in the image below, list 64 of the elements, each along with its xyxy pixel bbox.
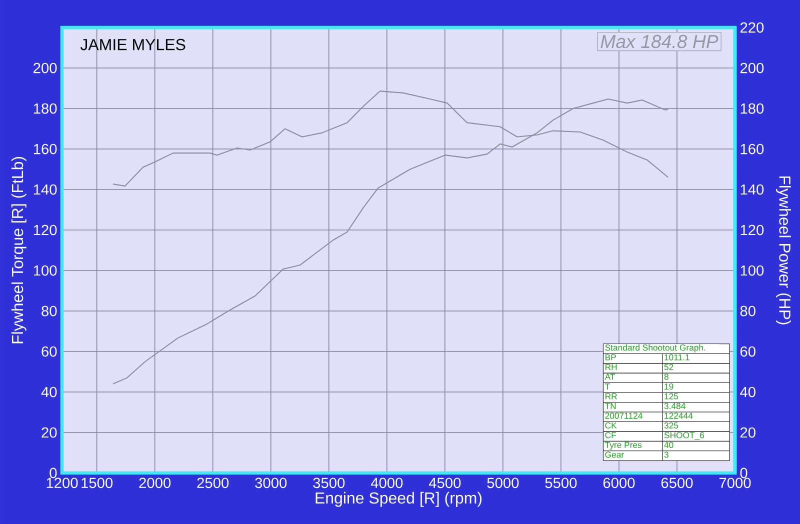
x-axis-title: Engine Speed [R] (rpm) [316,492,482,507]
y-tick-label: 20 [42,427,57,438]
x-tick-label: 4500 [428,478,461,488]
y2-tick-label: 20 [740,427,756,438]
annotation: Standard Shootout Graph. [605,344,706,352]
y-axis-title: Flywheel Torque [R] (FtLb) [11,157,26,344]
y2-axis-title: Flywheel Power (HP) [776,176,791,324]
y-tick-label: 180 [34,103,57,114]
y-tick-label: 60 [42,346,57,357]
x-tick-label: 3500 [313,478,345,488]
annotation: CK [605,422,617,429]
x-tick-label: 3000 [255,478,287,488]
annotation: 1011.1 [664,354,690,360]
x-tick-label: 6500 [661,478,693,488]
y-tick-label: 100 [34,265,57,276]
x-tick-label: 7000 [719,478,751,488]
y-tick-label: 140 [34,184,57,195]
y2-tick-label: 100 [740,265,764,276]
annotation: Gear [605,452,624,458]
x-tick-label: 2000 [139,478,171,488]
annotation: TN [604,403,616,409]
y2-tick-label: 0 [740,468,748,478]
x-tick-label: 2500 [197,478,229,488]
annotation: RH [606,364,617,370]
annotation: Tyre Pres [604,442,642,450]
x-tick-label: 1200 [46,478,78,488]
annotation: 3.484 [664,402,686,410]
annotation: RR [606,393,617,400]
annotation: 3 [664,452,668,458]
annotation: 325 [664,422,678,429]
x-tick-label: 1500 [82,478,113,488]
annotation: BP [606,354,616,360]
y2-tick-label: 80 [740,306,756,316]
y-tick-label: 0 [50,468,57,478]
y2-tick-label: 160 [740,144,764,154]
y2-tick-label: 200 [740,62,764,74]
y2-tick-label: 120 [740,224,764,236]
annotation: AT [604,374,616,380]
annotation: 20071124 [605,412,642,419]
x-tick-label: 5500 [545,478,577,488]
annotation: 19 [664,383,674,390]
y-tick-label: 200 [34,62,57,74]
x-tick-label: 5000 [487,478,519,488]
y-tick-label: 40 [41,386,57,398]
annotation: 52 [664,364,674,370]
annotation: SHOOT_6 [664,432,704,440]
y-tick-label: 120 [34,224,57,236]
y2-tick-label: 220 [740,22,764,33]
annotation: CF [605,432,616,438]
y2-tick-label: 40 [740,386,756,398]
annotation: 122444 [664,412,693,419]
text: JAMIE MYLES [80,38,186,50]
y-tick-label: 160 [34,144,57,154]
y2-tick-label: 140 [740,184,764,195]
y2-tick-label: 180 [740,103,764,114]
annotation: 8 [664,374,668,380]
y2-tick-label: 60 [740,346,756,357]
y-tick-label: 80 [42,306,57,316]
x-tick-label: 6000 [603,478,635,488]
x-tick-label: 4000 [370,478,403,488]
annotation: Max 184.8 HP [600,34,718,48]
annotation: 125 [664,393,678,400]
annotation: 40 [664,442,674,448]
annotation: T [604,384,610,390]
